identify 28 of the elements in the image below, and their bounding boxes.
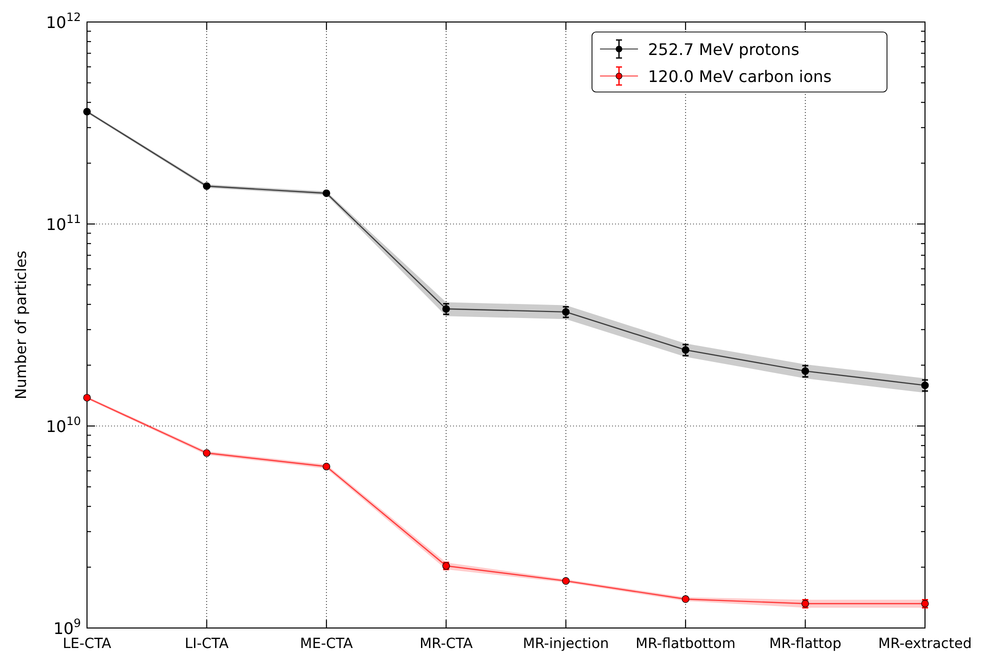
y-tick-label: 10$^{11}$ xyxy=(46,212,81,234)
point xyxy=(682,595,690,603)
x-tick-label: ME-CTA xyxy=(300,636,354,652)
point xyxy=(801,367,810,375)
x-tick-label: MR-CTA xyxy=(420,636,474,652)
point xyxy=(83,394,91,402)
y-tick-label: 10$^{10}$ xyxy=(46,414,81,436)
point xyxy=(562,577,570,585)
x-tick-label: MR-extracted xyxy=(878,636,972,652)
y-tick-label: 10$^{9}$ xyxy=(53,616,81,638)
legend-label: 120.0 MeV carbon ions xyxy=(648,67,832,86)
point xyxy=(682,346,690,354)
point xyxy=(921,382,929,390)
point xyxy=(322,189,330,198)
x-tick-label: MR-injection xyxy=(522,636,609,652)
x-tick-label: MR-flatbottom xyxy=(636,636,736,652)
point xyxy=(562,308,570,316)
point xyxy=(202,182,211,190)
point xyxy=(83,108,91,116)
x-tick-label: LE-CTA xyxy=(62,636,112,652)
point xyxy=(202,449,211,457)
point xyxy=(442,305,450,313)
y-axis-title: Number of particles xyxy=(12,250,30,400)
legend-label: 252.7 MeV protons xyxy=(648,40,800,59)
y-tick-label: 10$^{12}$ xyxy=(46,10,81,32)
point xyxy=(322,462,330,470)
x-tick-label: LI-CTA xyxy=(184,636,230,652)
x-tick-label: MR-flattop xyxy=(769,636,842,652)
